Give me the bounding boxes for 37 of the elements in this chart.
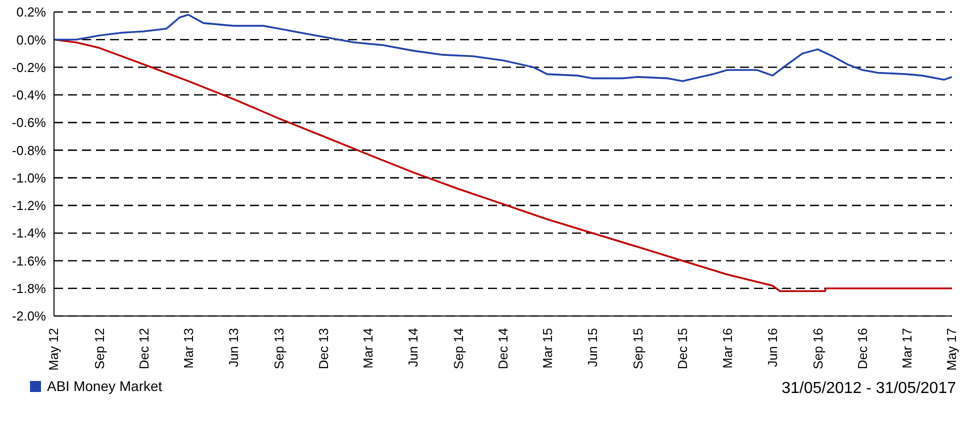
- x-tick-label: Jun 16: [765, 328, 780, 368]
- x-tick-label: Dec 12: [136, 328, 152, 370]
- x-tick-label: Jun 14: [406, 328, 421, 368]
- x-tick-label: Mar 14: [360, 328, 376, 368]
- x-tick-label: May 12: [46, 328, 62, 371]
- y-tick-label: 0.0%: [16, 32, 46, 48]
- legend-label: ABI Money Market: [47, 378, 162, 394]
- x-tick-label: Sep 14: [450, 328, 466, 370]
- x-tick-label: Dec 13: [316, 328, 332, 370]
- x-tick-label: Mar 17: [899, 328, 914, 368]
- x-tick-label: Sep 12: [92, 328, 107, 370]
- x-tick-label: Dec 16: [855, 328, 870, 370]
- x-tick-label: Jun 15: [585, 328, 600, 368]
- x-tick-label: Mar 15: [540, 328, 555, 368]
- x-tick-label: Sep 13: [271, 328, 286, 370]
- y-tick-label: -1.8%: [12, 280, 46, 296]
- line-series: [54, 14, 952, 82]
- y-tick-label: -2.0%: [12, 308, 46, 324]
- y-tick-label: -0.4%: [12, 88, 46, 103]
- y-tick-label: -0.2%: [12, 60, 46, 75]
- y-tick-label: -1.2%: [12, 198, 46, 214]
- x-tick-label: Jun 13: [226, 328, 242, 368]
- x-tick-label: Sep 16: [810, 328, 826, 370]
- text: 31/05/2012 - 31/05/2017: [782, 380, 956, 398]
- y-tick-label: -1.6%: [12, 253, 46, 268]
- y-tick-label: -1.4%: [12, 226, 46, 241]
- x-tick-label: May 17: [944, 328, 960, 371]
- x-tick-label: Mar 16: [720, 328, 735, 368]
- line-series: [54, 38, 952, 292]
- x-tick-label: Dec 15: [675, 328, 690, 370]
- y-tick-label: -0.6%: [12, 115, 46, 130]
- y-tick-label: 0.2%: [16, 4, 46, 20]
- x-tick-label: Mar 13: [180, 328, 196, 368]
- y-tick-label: -0.8%: [12, 142, 46, 158]
- y-tick-label: -1.0%: [12, 170, 46, 186]
- x-tick-label: Sep 15: [630, 328, 646, 370]
- x-tick-label: Dec 14: [496, 328, 511, 370]
